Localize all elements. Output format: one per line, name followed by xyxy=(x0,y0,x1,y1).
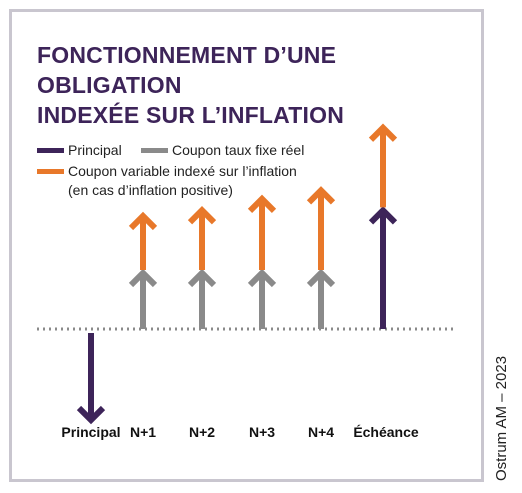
maturity-principal-arrow-head xyxy=(368,206,398,225)
col-4-label: N+3 xyxy=(249,424,275,440)
col-2-fixed-coupon-arrow-head xyxy=(128,268,158,288)
col-2-label: N+1 xyxy=(130,424,156,440)
legend-swatch-variable-coupon xyxy=(37,168,64,174)
maturity-variable-coupon-arrow-head xyxy=(368,123,398,142)
legend-item-variable-coupon: Coupon variable indexé sur l’inflation xyxy=(37,162,297,180)
legend-note: (en cas d’inflation positive) xyxy=(68,181,233,199)
col-5-variable-coupon-arrow-head xyxy=(306,186,336,205)
title-line-1: FONCTIONNEMENT D’UNE OBLIGATION xyxy=(37,42,337,98)
legend-note-text: (en cas d’inflation positive) xyxy=(68,182,233,198)
col-4-fixed-coupon-arrow-head xyxy=(247,268,277,288)
legend-swatch-fixed-coupon xyxy=(141,147,168,153)
legend-label-fixed-coupon: Coupon taux fixe réel xyxy=(172,142,305,158)
legend-label-variable-coupon: Coupon variable indexé sur l’inflation xyxy=(68,163,297,179)
col-1-label: Principal xyxy=(61,424,120,440)
x-labels-group: Principal N+1 N+2 N+3 N+4 Échéance xyxy=(61,424,418,440)
col-3-variable-coupon-arrow-head xyxy=(187,206,217,225)
legend-swatch-principal xyxy=(37,147,64,153)
col-5-label: N+4 xyxy=(308,424,334,440)
diagram-title: FONCTIONNEMENT D’UNE OBLIGATION INDEXÉE … xyxy=(37,40,477,130)
col-2-variable-coupon-arrow-head xyxy=(128,211,158,231)
credit-text: Ostrum AM – 2023 xyxy=(493,355,510,481)
legend-item-fixed-coupon: Coupon taux fixe réel xyxy=(141,141,304,159)
col-3-label: N+2 xyxy=(189,424,215,440)
legend-item-principal: Principal xyxy=(37,141,122,159)
col-1-principal-arrow-head xyxy=(76,405,106,425)
legend-label-principal: Principal xyxy=(68,142,122,158)
col-4-variable-coupon-arrow-head xyxy=(247,194,277,214)
title-line-2: INDEXÉE SUR L’INFLATION xyxy=(37,102,345,128)
col-5-fixed-coupon-arrow-head xyxy=(306,268,336,288)
col-3-fixed-coupon-arrow-head xyxy=(187,268,217,288)
arrows-group xyxy=(76,123,398,425)
maturity-label: Échéance xyxy=(353,424,419,440)
